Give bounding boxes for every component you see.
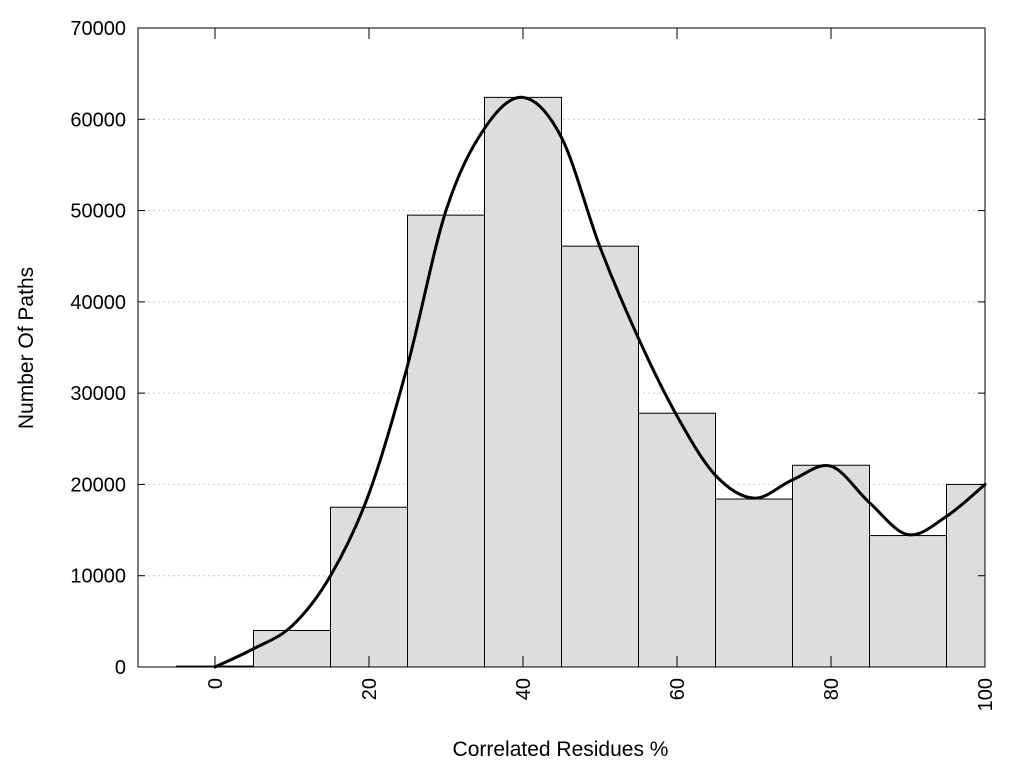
y-tick-label: 10000 [70,566,126,588]
histogram-bar [869,535,947,668]
density-curve [213,95,987,669]
histogram-bar [715,498,793,668]
y-tick-label: 60000 [70,109,126,131]
y-tick-label: 70000 [70,18,126,40]
y-axis-ticks: 0 10000 20000 30000 40000 50000 60000 70000 [70,18,985,679]
y-tick-label: 40000 [70,292,126,314]
histogram-bar [638,412,716,668]
x-tick-label: 20 [359,678,381,700]
histogram-bar [792,464,870,668]
x-tick-label: 80 [821,678,843,700]
x-axis-ticks: 0 20 40 60 80 100 [205,28,997,711]
y-axis-title: Number Of Paths [15,267,38,429]
histogram-bars [176,96,986,668]
histogram-bar [330,506,408,668]
x-tick-label: 40 [513,678,535,700]
x-tick-label: 0 [205,678,227,689]
y-tick-label: 0 [115,657,126,679]
y-tick-label: 50000 [70,201,126,223]
x-tick-label: 100 [975,678,997,711]
plot-frame [137,27,986,668]
x-tick-label: 60 [667,678,689,700]
histogram-bar [484,96,562,668]
histogram-bar [561,245,639,668]
y-tick-label: 30000 [70,383,126,405]
x-axis-title: Correlated Residues % [453,738,669,761]
histogram-bar [407,214,485,668]
histogram-bar [253,629,331,668]
y-tick-label: 20000 [70,474,126,496]
